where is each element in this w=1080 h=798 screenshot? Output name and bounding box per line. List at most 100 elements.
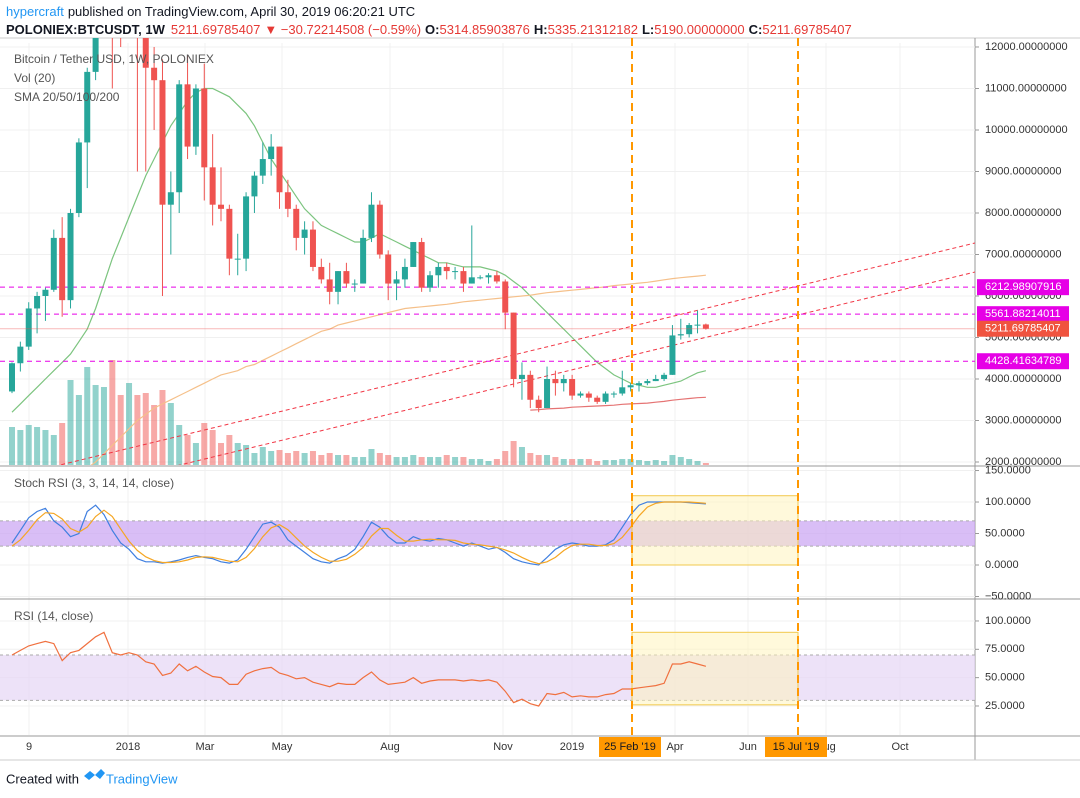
candle-body <box>677 334 684 336</box>
y-tick-label: −50.0000 <box>985 590 1031 602</box>
volume-bar <box>293 451 300 465</box>
candle-body <box>234 258 241 260</box>
candle-body <box>368 204 375 238</box>
candle-body <box>527 374 534 400</box>
candle-body <box>167 192 174 205</box>
candle-body <box>192 88 199 147</box>
y-tick-label: 10000.00000000 <box>985 124 1068 136</box>
candle-body <box>301 229 308 238</box>
ohlc-value: 5314.85903876 <box>440 22 530 37</box>
pane-title: RSI (14, close) <box>14 609 93 623</box>
candle-body <box>251 175 258 197</box>
y-tick-label: 0.0000 <box>985 559 1019 571</box>
pane <box>0 470 975 597</box>
last-price-tag <box>977 320 1069 337</box>
candle-body <box>585 393 592 398</box>
author[interactable]: hypercraft <box>6 4 64 19</box>
candle-body <box>468 277 475 284</box>
candle-body <box>661 374 668 380</box>
y-tick-label: 3000.00000000 <box>985 414 1061 426</box>
pane <box>0 620 975 707</box>
volume-bar <box>151 405 158 465</box>
level-label: 5561.88214011 <box>985 308 1061 320</box>
candle-body <box>209 167 216 205</box>
candle-body <box>351 283 358 285</box>
band <box>0 654 975 701</box>
volume-bar <box>410 455 417 465</box>
volume-bar <box>92 385 99 465</box>
volume-bar <box>301 453 308 465</box>
volume-bar <box>619 459 626 465</box>
candle-body <box>694 324 701 326</box>
volume-bar <box>284 453 291 465</box>
symbol-line: POLONIEX:BTCUSDT, 1W 5211.69785407 ▼ −30.7… <box>6 22 852 37</box>
candle-body <box>652 379 659 382</box>
volume-bar <box>142 393 149 465</box>
volume-bar <box>610 460 617 465</box>
y-tick-label: 9000.00000000 <box>985 165 1061 177</box>
candle-body <box>59 237 66 301</box>
volume-bar <box>644 461 651 465</box>
volume-bar <box>702 463 709 465</box>
candle-body <box>376 204 383 255</box>
x-tick-label: Aug <box>380 741 400 753</box>
volume-bar <box>268 451 275 465</box>
volume-bar <box>9 427 15 465</box>
candle-body <box>518 374 525 380</box>
y-tick-label: 50.0000 <box>985 527 1025 539</box>
volume-bar <box>117 395 124 465</box>
footer-brand[interactable]: TradingView <box>106 771 178 786</box>
candle-body <box>25 308 32 347</box>
volume-bar <box>326 453 333 465</box>
volume-bar <box>50 435 57 465</box>
volume-bar <box>192 443 199 465</box>
volume-bar <box>485 461 492 465</box>
candle-body <box>493 275 500 282</box>
volume-bar <box>335 455 342 465</box>
trend-line <box>177 271 975 465</box>
candle-body <box>326 279 333 292</box>
candle-body <box>151 67 158 81</box>
volume-bar <box>527 453 534 465</box>
candle-body <box>218 204 224 209</box>
volume-bar <box>109 360 116 465</box>
x-tick-label: Nov <box>493 741 513 753</box>
date-marker-tag <box>599 737 661 757</box>
volume-bar <box>159 390 166 465</box>
x-tick-label: Jun <box>739 741 757 753</box>
date-marker-tag <box>765 737 827 757</box>
candle-body <box>619 387 626 394</box>
volume-bar <box>167 403 174 465</box>
candle-body <box>644 381 651 384</box>
candle-body <box>176 84 183 193</box>
volume-bar <box>67 380 74 465</box>
band <box>0 520 975 547</box>
candle-body <box>418 242 425 288</box>
pane <box>0 38 975 465</box>
ohlc-value: 5190.00000000 <box>654 22 744 37</box>
volume-bar <box>201 423 208 465</box>
trend-line <box>57 242 975 465</box>
candle-body <box>510 312 517 380</box>
candle-body <box>201 88 208 168</box>
series-line <box>11 501 706 565</box>
candle-body <box>427 275 433 288</box>
volume-bar <box>84 367 91 465</box>
change: ▼ −30.72214508 (−0.59%) <box>264 22 421 37</box>
candle-body <box>385 254 392 284</box>
volume-bar <box>518 447 525 465</box>
volume-bar <box>126 383 133 465</box>
logo <box>84 769 105 780</box>
volume-bar <box>17 430 24 465</box>
volume-bar <box>418 457 425 465</box>
y-tick-label: 8000.00000000 <box>985 207 1061 219</box>
ohlc-key: H: <box>534 22 548 37</box>
volume-bar <box>59 423 66 465</box>
candle-body <box>686 325 693 335</box>
candle-body <box>268 146 275 160</box>
volume-bar <box>401 457 408 465</box>
pane-subtitle: Vol (20) <box>14 71 55 85</box>
highlight-box <box>631 495 799 566</box>
candle-body <box>142 38 149 68</box>
